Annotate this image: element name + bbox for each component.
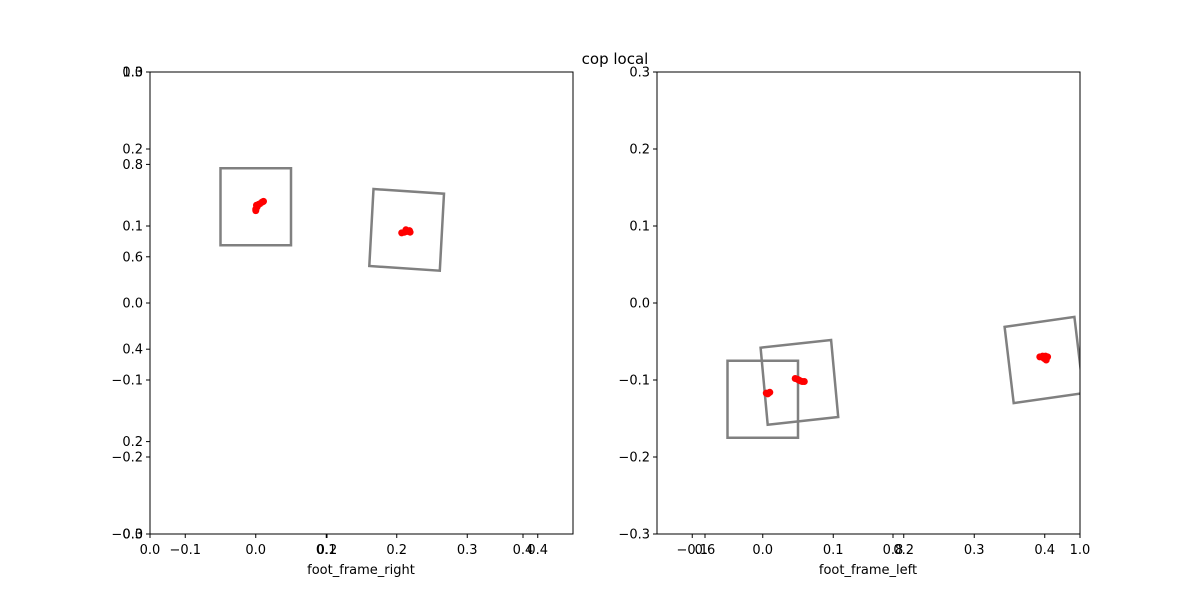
figure-title: cop local [582, 50, 649, 68]
left-x-axis-label: foot_frame_left [819, 563, 917, 578]
left-foot-outline-0 [726, 359, 800, 440]
right-overlay-y-tick-label: 0.8 [122, 158, 143, 173]
right-overlay-x-tick-label: 0.4 [513, 543, 534, 558]
right-x-tick-label: 0.1 [316, 543, 337, 558]
right-y-tick-label: 0.2 [122, 143, 143, 158]
left-x-tick-label: 0.2 [893, 543, 914, 558]
left-y-tick-label: −0.1 [618, 374, 650, 389]
right-y-tick-label: 0.1 [122, 220, 143, 235]
right-x-tick-label: 0.3 [457, 543, 478, 558]
left-overlay-x-tick-label: 0.6 [695, 543, 716, 558]
right-cop-point [260, 197, 267, 205]
right-overlay-y-tick-label: 0.4 [122, 343, 143, 358]
right-x-tick-label: 0.4 [527, 543, 548, 558]
right-x-axis-label: foot_frame_right [307, 563, 415, 578]
right-x-tick-label: 0.0 [245, 543, 266, 558]
left-foot-outline-1 [759, 338, 840, 427]
right-y-tick-label: −0.1 [111, 374, 143, 389]
left-y-tick-label: 0.3 [629, 66, 650, 81]
left-foot-panel: −0.1 0.0 0.1 0.2 0.3 0.4 0.6 0.8 1.0 −0.3 −0.2 −0.1… [618, 66, 1090, 579]
right-overlay-y-tick-label: 0.2 [122, 435, 143, 450]
right-axes-frame [149, 71, 574, 535]
left-x-tick-label: 0.3 [964, 543, 985, 558]
left-overlay-x-tick-label: 0.8 [883, 543, 904, 558]
left-cop-point [800, 378, 808, 385]
left-overlay-x-tick-label: 1.0 [1070, 543, 1091, 558]
left-cop-point [764, 390, 772, 398]
right-foot-panel: −0.1 0.0 0.1 0.2 0.3 0.40.0 0.2 0.4−0.3−0.2−0.1… [111, 66, 574, 578]
right-overlay-y-tick-label: 0.0 [122, 528, 143, 543]
right-y-tick-label: −0.2 [111, 451, 143, 466]
right-overlay-x-tick-label: 0.0 [140, 543, 161, 558]
left-x-tick-label: 0.4 [1034, 543, 1055, 558]
right-y-tick-label: 0.3 [122, 66, 143, 81]
right-cop-point [406, 228, 414, 236]
right-foot-outline-0 [219, 167, 293, 247]
left-y-tick-label: −0.3 [618, 528, 650, 543]
right-y-tick-label: 0.0 [122, 297, 143, 312]
right-overlay-y-tick-label: 0.6 [122, 250, 143, 265]
left-y-tick-label: 0.1 [629, 220, 650, 235]
left-y-tick-label: 0.0 [629, 297, 650, 312]
left-cop-point [795, 376, 803, 384]
right-y-tick-label: −0.3 [111, 528, 143, 543]
left-cop-point [1042, 356, 1050, 364]
left-y-tick-label: −0.2 [618, 451, 650, 466]
right-overlay-x-tick-label: 0.2 [317, 543, 338, 558]
left-y-tick-label: 0.2 [629, 143, 650, 158]
left-axes-frame [656, 71, 1081, 535]
right-foot-outline-1 [367, 187, 446, 273]
right-overlay-y-tick-label: 1.0 [122, 66, 143, 81]
right-plot-area [219, 167, 446, 273]
left-foot-outline-2 [1003, 315, 1080, 405]
left-x-tick-label: 0.1 [823, 543, 844, 558]
right-x-tick-label: −0.1 [169, 543, 201, 558]
left-x-tick-label: 0.0 [752, 543, 773, 558]
right-x-tick-label: 0.2 [386, 543, 407, 558]
left-x-tick-label: −0.1 [676, 543, 708, 558]
left-plot-area [726, 315, 1080, 440]
